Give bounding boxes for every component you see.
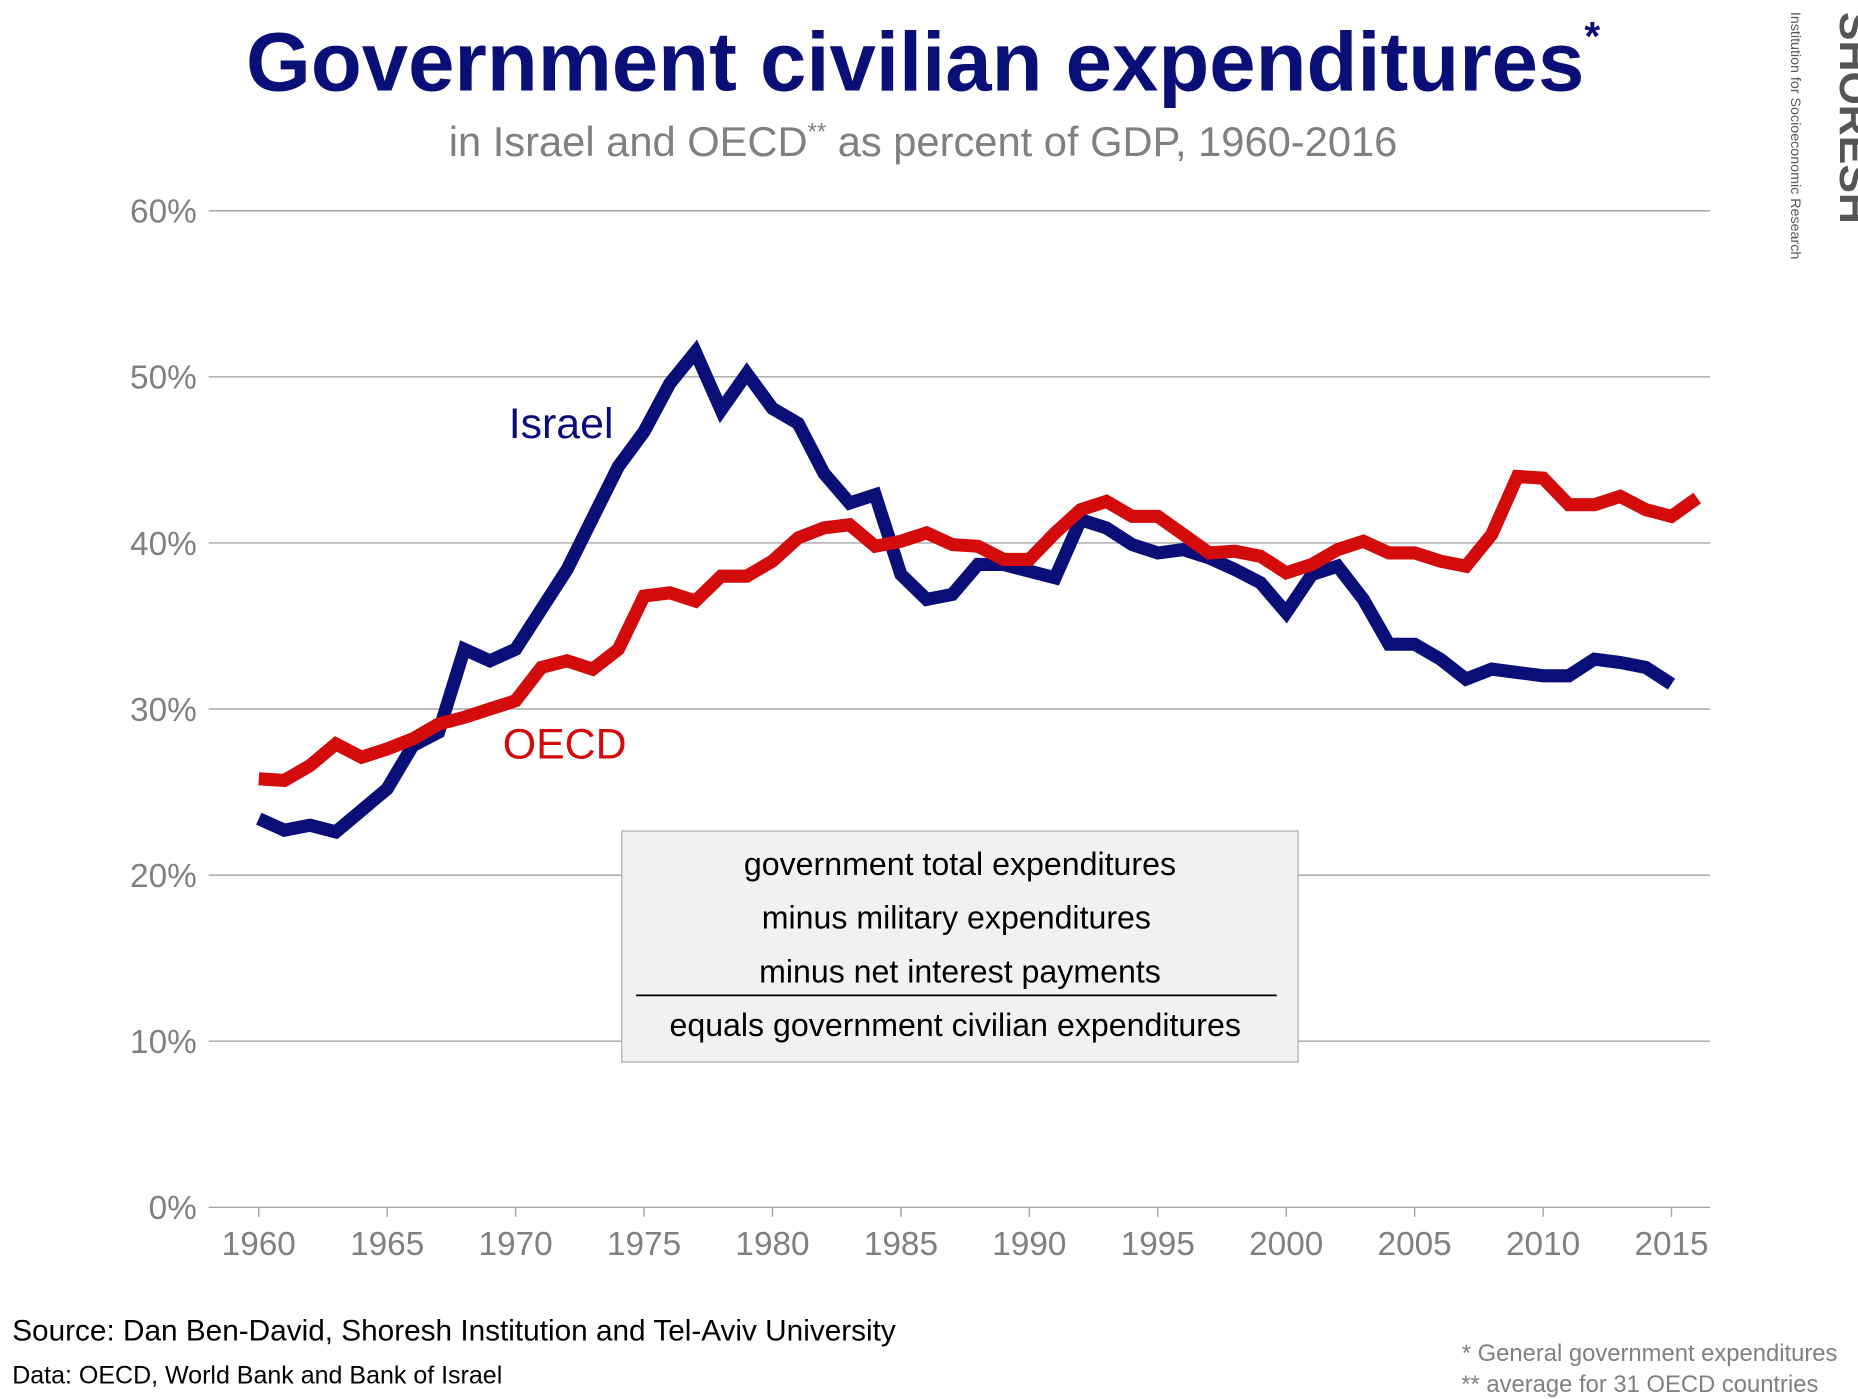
x-tick-label: 1970 (479, 1226, 553, 1263)
data-note: Data: OECD, World Bank and Bank of Israe… (12, 1362, 502, 1390)
chart-subtitle: in Israel and OECD** as percent of GDP, … (449, 118, 1398, 165)
definition-line: government total expenditures (744, 846, 1176, 882)
y-tick-label: 10% (130, 1024, 197, 1061)
logo-name: SHORESH (1830, 12, 1858, 224)
series-label: OECD (503, 720, 627, 768)
x-tick-label: 1995 (1121, 1226, 1195, 1263)
y-tick-label: 60% (130, 194, 197, 231)
series-label: Israel (509, 400, 614, 448)
chart-title: Government civilian expenditures* (246, 13, 1600, 108)
definition-line: minus net interest payments (759, 953, 1161, 989)
definition-line: minus military expenditures (762, 900, 1151, 936)
x-tick-label: 1975 (607, 1226, 681, 1263)
source: Source: Dan Ben-David, Shoresh Instituti… (12, 1315, 896, 1348)
y-tick-label: 30% (130, 692, 197, 729)
x-tick-label: 1985 (864, 1226, 938, 1263)
y-tick-label: 0% (149, 1190, 197, 1227)
plot-area: 0% 10% 20% 30% 40% 50% 60% 1960 1965 1970 1975 1980… (130, 194, 1711, 1263)
y-tick-label: 20% (130, 858, 197, 895)
x-tick-label: 1980 (735, 1226, 809, 1263)
subtitle-mark: ** (808, 118, 827, 145)
y-tick-label: 50% (130, 360, 197, 397)
series-line (256, 339, 1676, 840)
y-tick-label: 40% (130, 526, 197, 563)
logo-tagline: Institution for Socioeconomic Research (1787, 12, 1803, 259)
x-tick-label: 1960 (222, 1226, 296, 1263)
definition-box (621, 830, 1299, 1063)
x-tick-label: 2000 (1249, 1226, 1323, 1263)
x-tick-label: 1965 (350, 1226, 424, 1263)
subtitle-text: in Israel and OECD (449, 118, 808, 165)
footnote: * General government expenditures (1462, 1340, 1838, 1367)
x-tick-label: 1990 (992, 1226, 1066, 1263)
x-tick-label: 2010 (1506, 1226, 1580, 1263)
series-line (258, 469, 1702, 788)
logo: SHORESH Institution for Socioeconomic Re… (1787, 12, 1858, 259)
subtitle-text: as percent of GDP, 1960-2016 (826, 118, 1397, 165)
x-tick-label: 2005 (1378, 1226, 1452, 1263)
x-tick-label: 2015 (1634, 1226, 1708, 1263)
footnote: ** average for 31 OECD countries (1461, 1371, 1818, 1398)
title-mark: * (1584, 13, 1600, 59)
definition-line: equals government civilian expenditures (669, 1007, 1240, 1043)
title-text: Government civilian expenditures (246, 15, 1584, 108)
